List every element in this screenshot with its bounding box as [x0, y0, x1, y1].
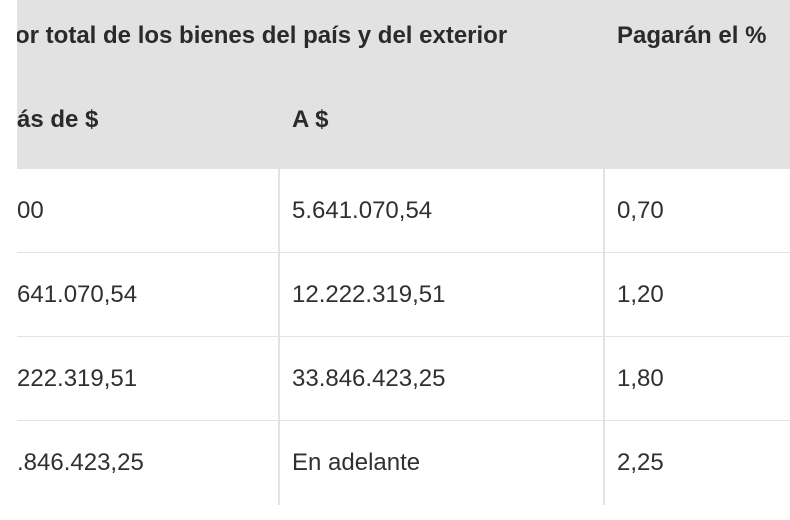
- header-from: ás de $: [17, 106, 99, 133]
- header-pct: Pagarán el %: [617, 22, 767, 49]
- cell-pct: 0,70: [617, 196, 664, 224]
- cell-from: 00: [17, 196, 44, 224]
- cell-pct: 2,25: [617, 448, 664, 476]
- cell-from: 222.319,51: [17, 364, 138, 392]
- cell-from: 641.070,54: [17, 280, 138, 308]
- header-to: A $: [292, 106, 329, 133]
- tax-rate-table: alor total de los bienes del país y del …: [17, 0, 790, 505]
- header-total-value: alor total de los bienes del país y del …: [17, 22, 508, 49]
- table-row: 00 5.641.070,54 0,70: [17, 169, 790, 253]
- column-divider: [278, 169, 280, 505]
- table-row: 222.319,51 33.846.423,25 1,80: [17, 337, 790, 421]
- column-divider: [603, 169, 605, 505]
- cell-to: En adelante: [292, 448, 421, 476]
- cell-pct: 1,20: [617, 280, 664, 308]
- table-row: .846.423,25 En adelante 2,25: [17, 421, 790, 504]
- cell-to: 33.846.423,25: [292, 364, 446, 392]
- cell-to: 5.641.070,54: [292, 196, 433, 224]
- cell-to: 12.222.319,51: [292, 280, 446, 308]
- cell-pct: 1,80: [617, 364, 664, 392]
- table-row: 641.070,54 12.222.319,51 1,20: [17, 253, 790, 337]
- table-header: alor total de los bienes del país y del …: [17, 0, 790, 169]
- table-inner: alor total de los bienes del país y del …: [17, 0, 790, 505]
- cell-from: .846.423,25: [17, 448, 144, 476]
